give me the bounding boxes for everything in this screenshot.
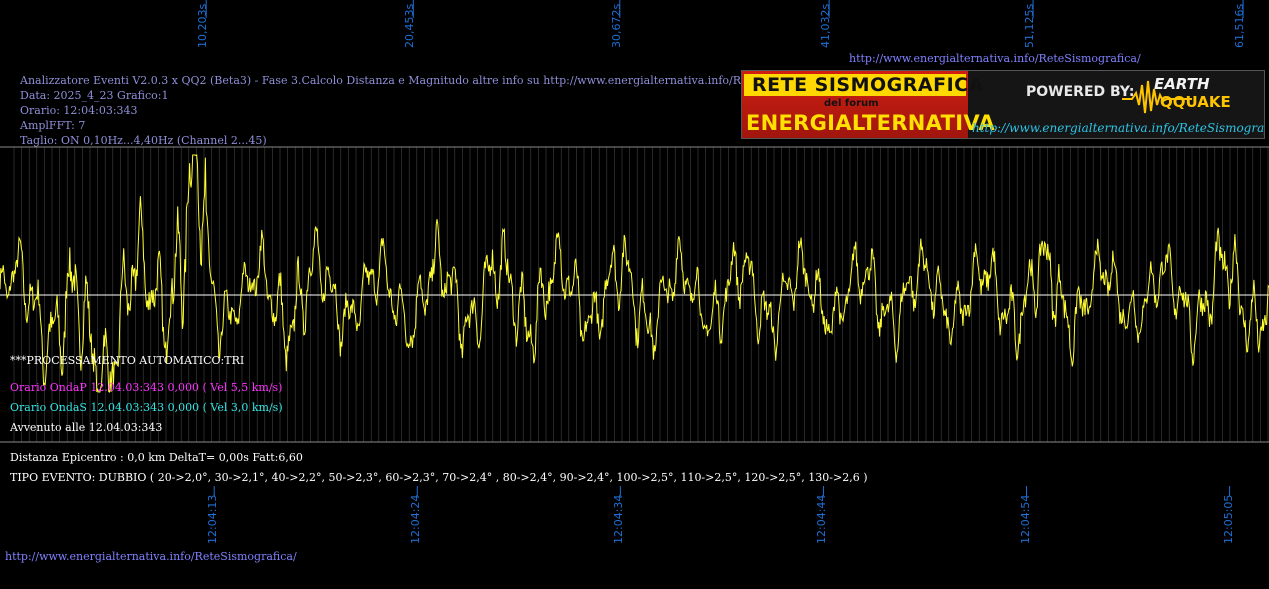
banner-powered-by: POWERED BY: (1026, 84, 1135, 100)
seconds-tick-label: 61,516s (1233, 3, 1247, 48)
time-tick-label: 12:04:34 (612, 494, 626, 544)
epicenter-distance: Distanza Epicentro : 0,0 km DeltaT= 0,00… (10, 451, 303, 464)
processing-mode: ***PROCESSAMENTO AUTOMATICO:TRI (10, 354, 245, 367)
info-date: Data: 2025_4_23 Grafico:1 (20, 89, 169, 102)
time-tick-label: 12:04:24 (409, 494, 423, 544)
time-tick-label: 12:04:44 (815, 494, 829, 544)
seconds-tick-marks (205, 0, 1244, 18)
top-url-link[interactable]: http://www.energialternativa.info/ReteSi… (849, 52, 1141, 65)
seconds-tick-label: 30,672s (609, 3, 623, 48)
rete-sismografica-banner[interactable]: RETE SISMOGRAFICA del forum ENERGIALTERN… (741, 70, 1265, 139)
seconds-tick-label: 10,203s (196, 3, 210, 48)
time-tick-label: 12:04:54 (1018, 494, 1032, 544)
seismic-wave-logo-icon (1122, 80, 1192, 114)
event-type: TIPO EVENTO: DUBBIO ( 20->2,0°, 30->2,1°… (10, 471, 868, 484)
time-tick-label: 12:05:05 (1221, 494, 1235, 544)
banner-url[interactable]: http://www.energialternativa.info/ReteSi… (972, 121, 1265, 135)
event-occurred-time: Avvenuto alle 12.04.03:343 (10, 421, 163, 434)
banner-title: RETE SISMOGRAFICA (752, 74, 984, 96)
seismogram-trace (0, 154, 1269, 393)
info-filter: Taglio: ON 0,10Hz...4,40Hz (Channel 2...… (20, 134, 267, 147)
onda-s-time: Orario OndaS 12.04.03:343 0,000 ( Vel 3,… (10, 401, 283, 414)
onda-p-time: Orario OndaP 12.04.03:343 0,000 ( Vel 5,… (10, 381, 283, 394)
bottom-url-link[interactable]: http://www.energialternativa.info/ReteSi… (5, 550, 297, 563)
banner-forum-name: ENERGIALTERNATIVA (746, 111, 995, 135)
banner-yellow-strip (744, 74, 966, 96)
earthquake-logo-quake: QQUAKE (1160, 93, 1231, 111)
time-tick-marks (213, 486, 1231, 496)
seconds-tick-label: 41,032s (819, 3, 833, 48)
info-amplfft: AmplFFT: 7 (20, 119, 86, 132)
banner-subtitle: del forum (824, 98, 879, 109)
seconds-tick-label: 20,453s (403, 3, 417, 48)
time-tick-label: 12:04:13 (206, 494, 220, 544)
earthquake-logo-earth: EARTH (1154, 75, 1210, 93)
seconds-tick-label: 51,125s (1023, 3, 1037, 48)
info-time: Orario: 12:04:03:343 (20, 104, 138, 117)
info-title: Analizzatore Eventi V2.0.3 x QQ2 (Beta3)… (20, 74, 741, 87)
